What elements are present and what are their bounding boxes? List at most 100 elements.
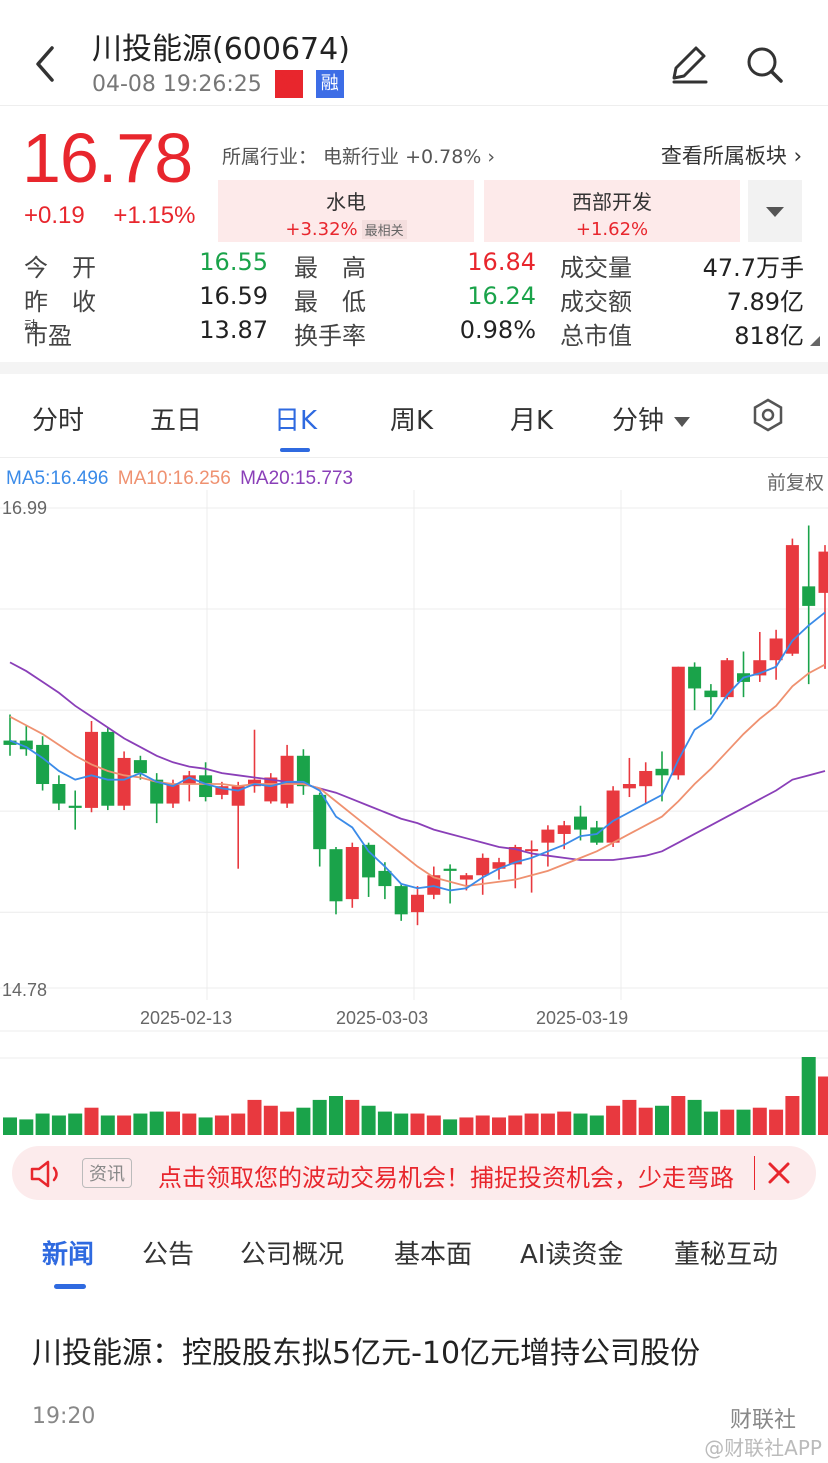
candlestick-chart[interactable] bbox=[0, 490, 828, 1000]
candle-body bbox=[541, 829, 555, 843]
margin-trading-tag: 融 bbox=[315, 70, 344, 98]
volume-bar bbox=[687, 1099, 702, 1135]
tab-secretary-qa[interactable]: 董秘互动 bbox=[674, 1240, 779, 1270]
candle-body bbox=[296, 755, 310, 787]
speaker-icon bbox=[30, 1160, 58, 1188]
stat-label: 成交量 bbox=[560, 254, 632, 282]
sh-market-tag: 沪 bbox=[274, 70, 303, 98]
sector-expand-button[interactable] bbox=[748, 180, 802, 242]
volume-bar bbox=[736, 1109, 751, 1135]
stat-label: 成交额 bbox=[560, 288, 632, 316]
tab-company-profile[interactable]: 公司概况 bbox=[240, 1240, 345, 1270]
sector-change: +3.32% 最相关 bbox=[218, 219, 474, 240]
candle-body bbox=[411, 894, 424, 913]
search-button[interactable] bbox=[740, 40, 790, 90]
sector-card-hydro[interactable]: 水电 +3.32% 最相关 bbox=[218, 180, 474, 242]
adjust-mode-button[interactable]: 前复权 bbox=[766, 472, 824, 494]
ma-legend: MA5:16.496 MA10:16.256 MA20:15.773 bbox=[6, 468, 353, 490]
ma5-label: MA5:16.496 bbox=[6, 468, 109, 489]
y-axis-max-label: 16.99 bbox=[2, 498, 48, 518]
candle-body bbox=[557, 825, 571, 834]
sector-card-west-dev[interactable]: 西部开发 +1.62% bbox=[484, 180, 740, 242]
candle-body bbox=[639, 770, 653, 787]
industry-link[interactable]: 所属行业： 电新行业 +0.78% › bbox=[222, 142, 495, 169]
volume-bar bbox=[133, 1113, 148, 1135]
stats-row: 今 开 16.55 最 高 16.84 成交量 47.7万手 bbox=[0, 248, 828, 282]
tab-minute[interactable]: 分钟 bbox=[612, 400, 692, 437]
info-tabs: 新闻 公告 公司概况 基本面 AI读资金 董秘互动 bbox=[0, 1220, 828, 1300]
volume-bar bbox=[818, 1076, 828, 1135]
price-change: +0.19 +1.15% bbox=[24, 202, 195, 230]
tab-news[interactable]: 新闻 bbox=[42, 1240, 95, 1270]
stat-value-pe: 13.87 bbox=[199, 316, 268, 344]
candle-body bbox=[785, 545, 799, 654]
back-button[interactable] bbox=[24, 36, 68, 92]
tab-intraday[interactable]: 分时 bbox=[32, 406, 85, 436]
tab-five-day[interactable]: 五日 bbox=[150, 406, 203, 436]
volume-bar bbox=[247, 1099, 262, 1135]
change-percent: +1.15% bbox=[113, 202, 196, 229]
industry-text: 所属行业： 电新行业 +0.78% bbox=[222, 146, 482, 168]
view-sector-label: 查看所属板块 bbox=[660, 144, 787, 168]
volume-bar bbox=[785, 1096, 800, 1135]
stat-value-low: 16.24 bbox=[467, 282, 536, 310]
volume-bar bbox=[769, 1109, 784, 1135]
volume-bar bbox=[655, 1105, 669, 1135]
watermark: @财联社APP bbox=[704, 1436, 822, 1460]
volume-chart[interactable] bbox=[0, 1030, 828, 1138]
news-time: 19:20 bbox=[32, 1404, 96, 1429]
chart-settings-button[interactable] bbox=[750, 396, 786, 440]
news-tag: 资讯 bbox=[82, 1158, 132, 1188]
volume-bar bbox=[394, 1113, 409, 1135]
volume-bar bbox=[231, 1113, 246, 1135]
candle-body bbox=[606, 790, 620, 843]
tab-weekly-k[interactable]: 周K bbox=[390, 406, 434, 436]
tab-ai-funds[interactable]: AI读资金 bbox=[520, 1240, 624, 1270]
volume-bar bbox=[296, 1107, 311, 1135]
edit-button[interactable] bbox=[664, 40, 714, 90]
tab-monthly-k[interactable]: 月K bbox=[510, 406, 554, 436]
expand-corner-icon[interactable] bbox=[808, 334, 822, 348]
volume-bar bbox=[671, 1096, 686, 1135]
volume-bar bbox=[345, 1099, 360, 1135]
last-price: 16.78 bbox=[22, 119, 193, 197]
candle-body bbox=[150, 779, 164, 804]
stat-label: 今 开 bbox=[24, 254, 96, 282]
edit-icon bbox=[672, 46, 708, 84]
sector-name: 水电 bbox=[326, 190, 366, 214]
news-headline[interactable]: 川投能源：控股股东拟5亿元-10亿元增持公司股份 bbox=[32, 1336, 701, 1371]
tab-announcements[interactable]: 公告 bbox=[142, 1240, 195, 1270]
back-arrow-icon bbox=[36, 46, 54, 82]
triangle-down-icon bbox=[766, 207, 784, 217]
candle-body bbox=[492, 862, 506, 869]
promo-banner[interactable]: 资讯 点击领取您的波动交易机会！捕捉投资机会，少走弯路 bbox=[12, 1146, 816, 1200]
tab-fundamentals[interactable]: 基本面 bbox=[394, 1240, 473, 1270]
stock-title: 川投能源(600674) bbox=[92, 32, 350, 67]
volume-bar bbox=[410, 1113, 425, 1135]
candle-body bbox=[182, 775, 196, 785]
candle-body bbox=[101, 731, 115, 806]
quote-datetime: 04-08 19:26:25 沪 融 bbox=[92, 70, 344, 98]
candle-body bbox=[231, 786, 245, 806]
close-icon[interactable] bbox=[766, 1160, 792, 1186]
change-value: +0.19 bbox=[24, 202, 85, 229]
volume-bar bbox=[557, 1111, 572, 1135]
candle-body bbox=[280, 755, 294, 804]
candle-body bbox=[345, 846, 359, 900]
candle-body bbox=[574, 816, 587, 830]
stat-label: 昨 收 bbox=[24, 288, 96, 316]
volume-bar bbox=[540, 1113, 555, 1135]
ma10-label: MA10:16.256 bbox=[117, 468, 231, 489]
candle-body bbox=[704, 690, 718, 698]
stat-label: 市盈动 bbox=[24, 319, 72, 350]
tab-daily-k[interactable]: 日K bbox=[274, 406, 318, 436]
volume-bar bbox=[100, 1115, 115, 1135]
view-sector-link[interactable]: 查看所属板块 › bbox=[661, 140, 802, 170]
volume-bar bbox=[182, 1113, 197, 1135]
stat-value-prev-close: 16.59 bbox=[199, 282, 268, 310]
volume-bar bbox=[475, 1115, 490, 1135]
promo-text: 点击领取您的波动交易机会！捕捉投资机会，少走弯路 bbox=[158, 1164, 734, 1192]
x-axis-label: 2025-03-19 bbox=[536, 1008, 629, 1028]
ma5-line bbox=[9, 611, 826, 892]
candle-body bbox=[802, 586, 816, 606]
